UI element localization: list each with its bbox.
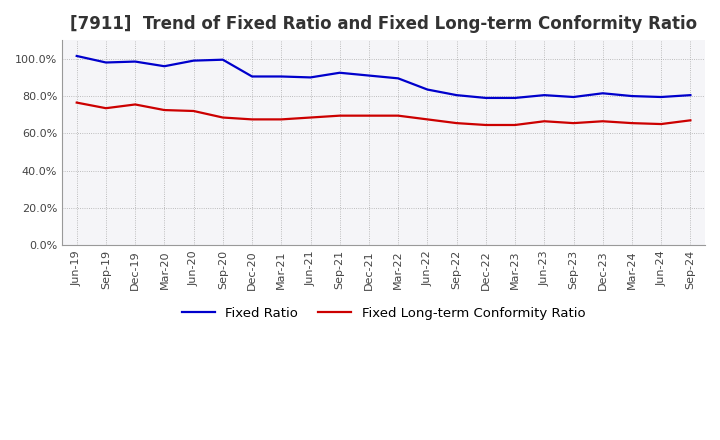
Fixed Long-term Conformity Ratio [394,113,402,118]
Fixed Ratio [598,91,607,96]
Fixed Long-term Conformity Ratio [189,108,198,114]
Fixed Ratio [452,92,461,98]
Fixed Long-term Conformity Ratio [277,117,286,122]
Fixed Ratio [482,95,490,101]
Fixed Ratio [423,87,432,92]
Fixed Long-term Conformity Ratio [160,107,168,113]
Legend: Fixed Ratio, Fixed Long-term Conformity Ratio: Fixed Ratio, Fixed Long-term Conformity … [176,301,590,325]
Fixed Long-term Conformity Ratio [657,121,665,127]
Fixed Long-term Conformity Ratio [570,121,578,126]
Fixed Ratio [510,95,519,101]
Fixed Ratio [248,74,256,79]
Fixed Long-term Conformity Ratio [73,100,81,105]
Fixed Long-term Conformity Ratio [510,122,519,128]
Fixed Ratio [336,70,344,75]
Fixed Ratio [102,60,110,65]
Fixed Ratio [131,59,140,64]
Line: Fixed Long-term Conformity Ratio: Fixed Long-term Conformity Ratio [77,103,690,125]
Fixed Ratio [306,75,315,80]
Fixed Ratio [540,92,549,98]
Fixed Ratio [686,92,695,98]
Fixed Long-term Conformity Ratio [686,117,695,123]
Fixed Ratio [657,94,665,99]
Fixed Long-term Conformity Ratio [452,121,461,126]
Fixed Long-term Conformity Ratio [131,102,140,107]
Fixed Ratio [160,64,168,69]
Fixed Ratio [277,74,286,79]
Fixed Ratio [570,94,578,99]
Fixed Long-term Conformity Ratio [540,119,549,124]
Line: Fixed Ratio: Fixed Ratio [77,56,690,98]
Fixed Long-term Conformity Ratio [628,121,636,126]
Fixed Ratio [628,93,636,99]
Fixed Ratio [73,53,81,59]
Fixed Long-term Conformity Ratio [336,113,344,118]
Fixed Long-term Conformity Ratio [218,115,227,120]
Fixed Ratio [394,76,402,81]
Fixed Long-term Conformity Ratio [306,115,315,120]
Fixed Ratio [218,57,227,62]
Fixed Long-term Conformity Ratio [364,113,373,118]
Fixed Long-term Conformity Ratio [423,117,432,122]
Fixed Long-term Conformity Ratio [248,117,256,122]
Fixed Long-term Conformity Ratio [102,106,110,111]
Fixed Long-term Conformity Ratio [482,122,490,128]
Fixed Long-term Conformity Ratio [598,119,607,124]
Fixed Ratio [189,58,198,63]
Title: [7911]  Trend of Fixed Ratio and Fixed Long-term Conformity Ratio: [7911] Trend of Fixed Ratio and Fixed Lo… [70,15,697,33]
Fixed Ratio [364,73,373,78]
